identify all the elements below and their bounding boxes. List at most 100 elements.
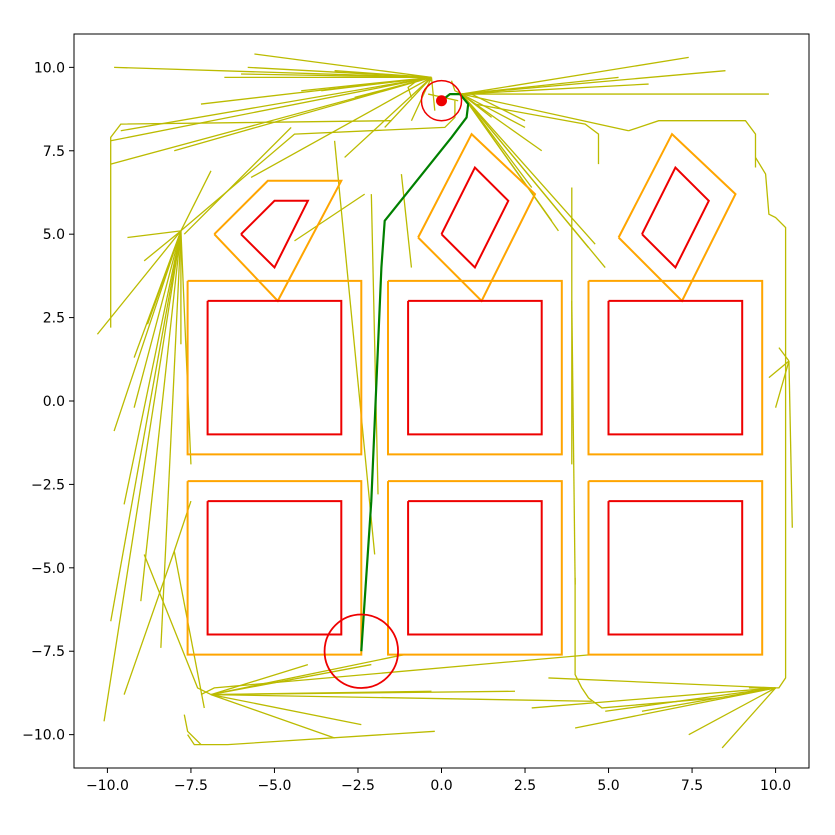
tree-edge-31: [461, 93, 559, 232]
inflated-obstacle-2: [587, 279, 764, 456]
obstacle-5: [607, 500, 744, 636]
tree-edge-43: [133, 230, 182, 408]
y-tick-label: 10.0: [34, 60, 65, 76]
tree-edge-55: [210, 693, 335, 739]
y-tick-label: 7.5: [43, 144, 65, 160]
tree-branch-9: [581, 687, 719, 709]
tree-edge-42: [180, 230, 192, 465]
tree-branch-4: [143, 554, 212, 696]
tree-edge-2: [110, 76, 432, 142]
start-region-circle: [420, 79, 463, 122]
tree-edge-73: [400, 174, 413, 268]
tree-edge-8: [254, 53, 432, 79]
start-point: [436, 95, 447, 107]
plot-area: [96, 53, 793, 749]
tree-edge-23: [461, 93, 629, 132]
x-tick-label: 5.0: [597, 778, 619, 794]
tree-branch-0: [110, 120, 392, 328]
x-tick-label: −2.5: [341, 778, 375, 794]
inflated-obstacle-1: [387, 279, 563, 456]
obstacle-8: [641, 165, 711, 270]
obstacles: [206, 165, 744, 636]
tree-edge-47: [127, 230, 181, 239]
tree-edge-70: [778, 347, 790, 362]
tree-branch-8: [748, 157, 787, 689]
inflated-obstacles: [186, 132, 764, 656]
tree-edge-64: [721, 687, 777, 749]
tree-edge-44: [103, 230, 182, 722]
tree-edge-63: [688, 687, 776, 736]
x-tick-label: −5.0: [257, 778, 291, 794]
obstacle-7: [440, 165, 510, 270]
obstacle-2: [607, 299, 744, 436]
tree-edge-56: [210, 693, 592, 702]
tree-edge-14: [384, 76, 432, 128]
tree-edge-66: [605, 687, 776, 712]
tree-branch-2: [183, 714, 202, 746]
tree-edge-18: [334, 70, 432, 79]
x-tick-label: 2.5: [514, 778, 536, 794]
tree-edge-46: [180, 170, 212, 232]
inflated-obstacle-8: [617, 132, 737, 303]
tree-edge-37: [113, 230, 182, 432]
inflated-obstacle-7: [417, 132, 537, 303]
tree-edge-27: [461, 93, 596, 245]
tree-edge-38: [123, 230, 182, 505]
tree-edge-67: [788, 360, 793, 528]
tree-edge-32: [461, 93, 590, 248]
y-tick-label: 2.5: [43, 311, 65, 327]
tree-branch-5: [180, 100, 456, 232]
y-axis: −10.0 −7.5 −5.0 −2.5 0.0 2.5 5.0 7.5 10.0: [22, 60, 74, 744]
tree-edge-30: [461, 93, 543, 152]
y-tick-label: −2.5: [31, 477, 65, 493]
tree-branch-10: [574, 577, 583, 689]
path-line: [360, 92, 470, 652]
inflated-obstacle-3: [186, 480, 363, 656]
tree-branch-6: [474, 103, 600, 165]
x-tick-label: 0.0: [430, 778, 452, 794]
tree-edge-72: [370, 194, 379, 495]
y-tick-label: −10.0: [22, 728, 65, 744]
y-tick-label: −5.0: [31, 561, 65, 577]
tree-edge-62: [531, 687, 776, 709]
obstacle-3: [206, 500, 343, 636]
obstacle-0: [206, 299, 343, 436]
tree-edge-48: [146, 230, 182, 325]
x-axis: −10.0 −7.5 −5.0 −2.5 0.0 2.5 5.0 7.5 10.0: [86, 768, 791, 794]
tree-edge-21: [461, 70, 726, 95]
tree-edge-5: [250, 76, 432, 179]
tree-edge-16: [354, 76, 432, 99]
x-tick-label: 10.0: [760, 778, 791, 794]
tree-edge-15: [321, 76, 432, 92]
tree-edge-11: [120, 76, 432, 132]
obstacle-4: [407, 500, 543, 636]
tree-branch-12: [450, 80, 475, 95]
tree-edge-39: [140, 230, 182, 602]
tree-edge-59: [210, 663, 372, 696]
tree-edge-6: [344, 76, 432, 158]
tree-edge-34: [143, 230, 182, 262]
x-tick-label: −10.0: [86, 778, 129, 794]
tree-edge-0: [114, 66, 432, 79]
tree-edge-49: [123, 550, 175, 695]
tree-edge-58: [210, 690, 432, 696]
x-tick-label: 7.5: [681, 778, 703, 794]
tree-edge-10: [241, 73, 432, 79]
markers: [323, 79, 463, 689]
tree-edge-75: [571, 300, 576, 585]
goal-region-circle: [323, 613, 399, 689]
tree-branch-7: [628, 120, 757, 168]
y-tick-label: 5.0: [43, 227, 65, 243]
tree-edge-33: [461, 83, 649, 95]
tree-edge-40: [110, 230, 182, 622]
inflated-obstacle-0: [186, 279, 363, 456]
y-tick-label: −7.5: [31, 644, 65, 660]
inflated-obstacle-5: [587, 480, 764, 656]
tree-edge-65: [548, 677, 776, 689]
tree-edge-24: [461, 93, 526, 128]
tree-edge-77: [183, 126, 292, 235]
tree-edge-19: [461, 56, 689, 95]
x-tick-label: −7.5: [174, 778, 208, 794]
